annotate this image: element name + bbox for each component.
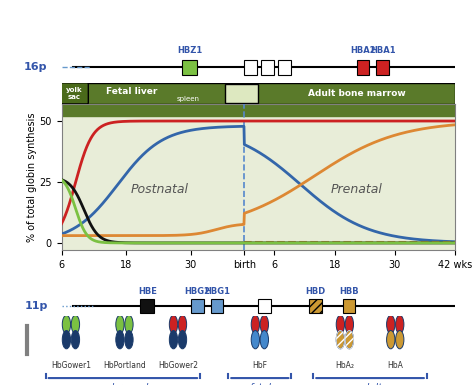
Text: HbF: HbF [252, 362, 267, 370]
Circle shape [345, 331, 354, 349]
Text: HBA1: HBA1 [370, 46, 395, 55]
Circle shape [387, 315, 395, 333]
FancyBboxPatch shape [343, 299, 356, 313]
Text: Prenatal: Prenatal [331, 183, 383, 196]
Circle shape [251, 331, 259, 349]
Circle shape [178, 315, 187, 333]
Text: HBE: HBE [138, 287, 157, 296]
FancyBboxPatch shape [182, 60, 197, 75]
Y-axis label: % of total globin synthesis: % of total globin synthesis [27, 112, 36, 242]
FancyBboxPatch shape [309, 299, 321, 313]
Circle shape [169, 331, 178, 349]
FancyBboxPatch shape [278, 60, 291, 75]
Text: HbPortland: HbPortland [103, 362, 146, 370]
Bar [62, 102, 455, 116]
Text: HbGower1: HbGower1 [51, 362, 91, 370]
Circle shape [336, 315, 345, 333]
FancyBboxPatch shape [258, 299, 271, 313]
Text: spleen: spleen [177, 95, 200, 102]
Circle shape [260, 331, 268, 349]
Text: HBG1: HBG1 [204, 287, 230, 296]
FancyBboxPatch shape [210, 299, 223, 313]
FancyBboxPatch shape [376, 60, 389, 75]
Circle shape [125, 331, 133, 349]
Circle shape [62, 331, 71, 349]
Text: 16p: 16p [24, 62, 47, 72]
Circle shape [251, 315, 259, 333]
Text: 11p: 11p [24, 301, 47, 311]
FancyBboxPatch shape [261, 60, 274, 75]
Text: Adult bone marrow: Adult bone marrow [308, 89, 406, 98]
FancyBboxPatch shape [140, 299, 155, 313]
Circle shape [336, 331, 345, 349]
Text: HBG2: HBG2 [184, 287, 210, 296]
Text: HBD: HBD [305, 287, 325, 296]
Circle shape [396, 331, 404, 349]
Text: fetal: fetal [249, 383, 271, 385]
Text: Postnatal: Postnatal [131, 183, 189, 196]
Circle shape [71, 315, 80, 333]
Circle shape [387, 331, 395, 349]
FancyBboxPatch shape [60, 83, 88, 104]
Text: Fetal liver: Fetal liver [106, 87, 157, 96]
Circle shape [116, 331, 124, 349]
Text: HBA2: HBA2 [350, 46, 376, 55]
Circle shape [345, 315, 354, 333]
Circle shape [260, 315, 268, 333]
FancyBboxPatch shape [191, 299, 203, 313]
Text: HbA₂: HbA₂ [336, 362, 355, 370]
FancyBboxPatch shape [225, 84, 258, 103]
Text: yolk
sac: yolk sac [66, 87, 82, 100]
Circle shape [396, 315, 404, 333]
Text: embryonal: embryonal [97, 383, 149, 385]
Circle shape [178, 331, 187, 349]
Circle shape [116, 315, 124, 333]
Text: HBZ1: HBZ1 [177, 46, 202, 55]
Circle shape [62, 315, 71, 333]
Text: HbGower2: HbGower2 [158, 362, 198, 370]
Text: HBB: HBB [339, 287, 359, 296]
Circle shape [125, 315, 133, 333]
Text: adult: adult [357, 383, 383, 385]
Circle shape [169, 315, 178, 333]
FancyBboxPatch shape [356, 60, 369, 75]
FancyBboxPatch shape [244, 60, 257, 75]
FancyBboxPatch shape [62, 83, 455, 104]
Text: HbA: HbA [387, 362, 403, 370]
Circle shape [71, 331, 80, 349]
